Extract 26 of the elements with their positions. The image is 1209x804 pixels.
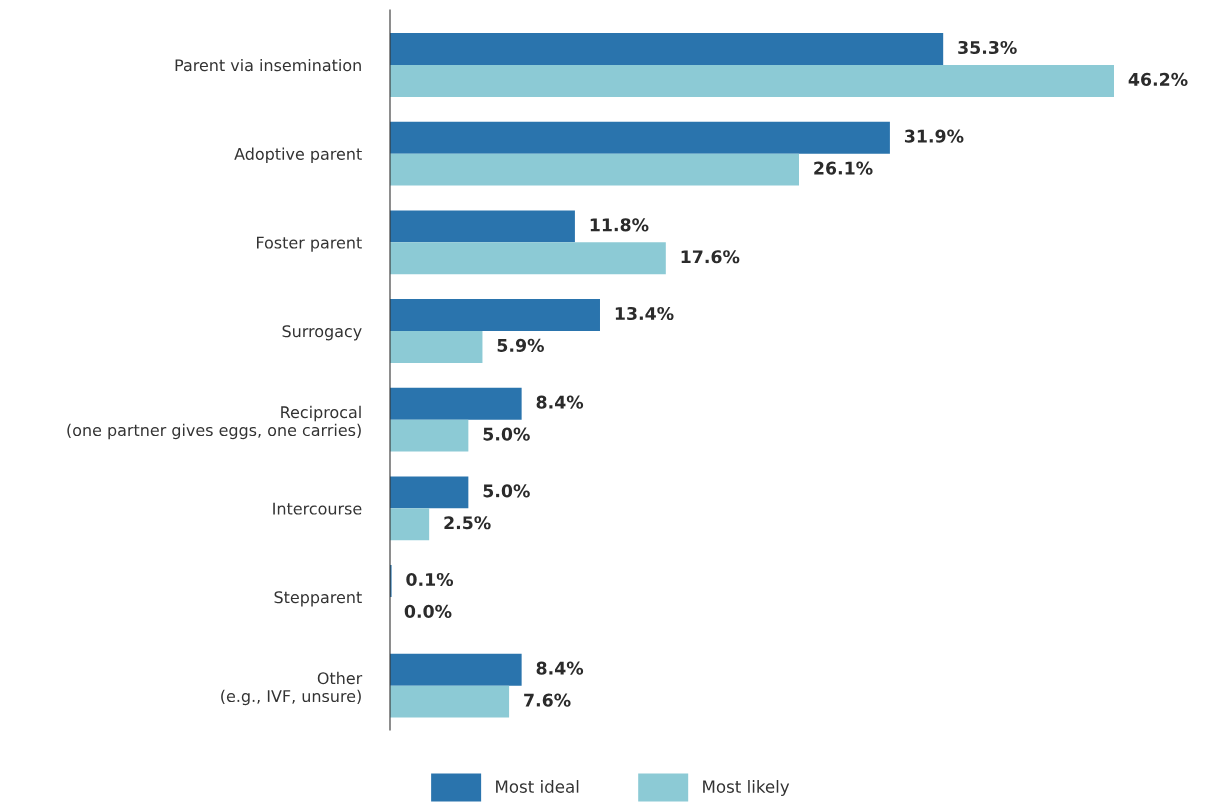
data-label: 7.6% xyxy=(524,693,571,707)
data-label: 26.1% xyxy=(814,161,873,175)
y-tick-label: Other (e.g., IVF, unsure) xyxy=(221,671,363,706)
data-label: 46.2% xyxy=(1128,72,1188,86)
data-label: 2.5% xyxy=(444,516,491,530)
legend-label: Most likely xyxy=(703,779,790,797)
data-label: 0.1% xyxy=(406,572,454,587)
y-tick-label: Adoptive parent xyxy=(234,147,362,164)
data-label: 5.9% xyxy=(497,338,544,352)
data-label: 5.0% xyxy=(483,484,530,498)
data-label: 5.0% xyxy=(483,427,530,441)
y-tick-label: Foster parent xyxy=(257,236,362,252)
legend-label: Most ideal xyxy=(496,779,579,793)
y-tick-label: Stepparent xyxy=(274,591,362,607)
y-tick-label: Parent via insemination xyxy=(175,58,361,72)
data-label: 31.9% xyxy=(904,129,964,143)
data-label: 8.4% xyxy=(536,661,584,675)
y-tick-label: Intercourse xyxy=(273,502,362,515)
data-label: 35.3% xyxy=(958,40,1017,55)
y-tick-label: Reciprocal (one partner gives eggs, one carries) xyxy=(67,405,361,440)
data-label: 11.8% xyxy=(590,218,649,232)
y-tick-label: Surrogacy xyxy=(282,325,362,341)
data-label: 17.6% xyxy=(681,250,740,264)
data-label: 13.4% xyxy=(615,306,674,321)
data-label: 0.0% xyxy=(404,604,452,618)
data-label: 8.4% xyxy=(536,395,584,409)
